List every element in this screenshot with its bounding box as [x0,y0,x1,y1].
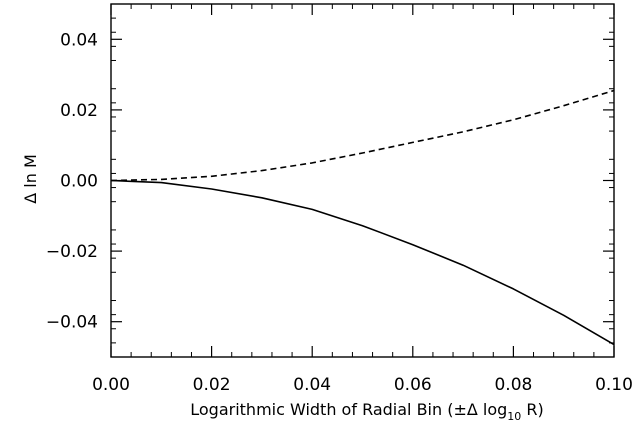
y-tick-label: 0.04 [60,30,98,50]
x-tick-label: 0.02 [193,375,231,395]
x-tick-label: 0.08 [494,375,532,395]
dashed-series-line [110,89,615,182]
solid-series-line [110,179,615,346]
y-tick-label: −0.02 [46,242,98,262]
y-tick-label: 0.00 [60,172,98,192]
tick-labels: 0.00 0.02 0.04 0.06 0.08 0.10 −0.04 −0.02 0.00 0.… [46,30,633,395]
tick-marks [110,4,615,357]
series-lines [110,89,615,346]
plot-frame [110,3,615,358]
y-tick-label: 0.02 [60,101,98,121]
y-axis-label: Δ ln M [21,154,40,204]
x-tick-label: 0.06 [394,375,432,395]
x-tick-label: 0.00 [92,375,130,395]
x-tick-label: 0.04 [293,375,331,395]
x-tick-label: 0.10 [595,375,633,395]
plot-axes [110,3,615,358]
x-axis-label: Logarithmic Width of Radial Bin (±Δ log1… [190,400,544,423]
y-tick-label: −0.04 [46,313,98,333]
